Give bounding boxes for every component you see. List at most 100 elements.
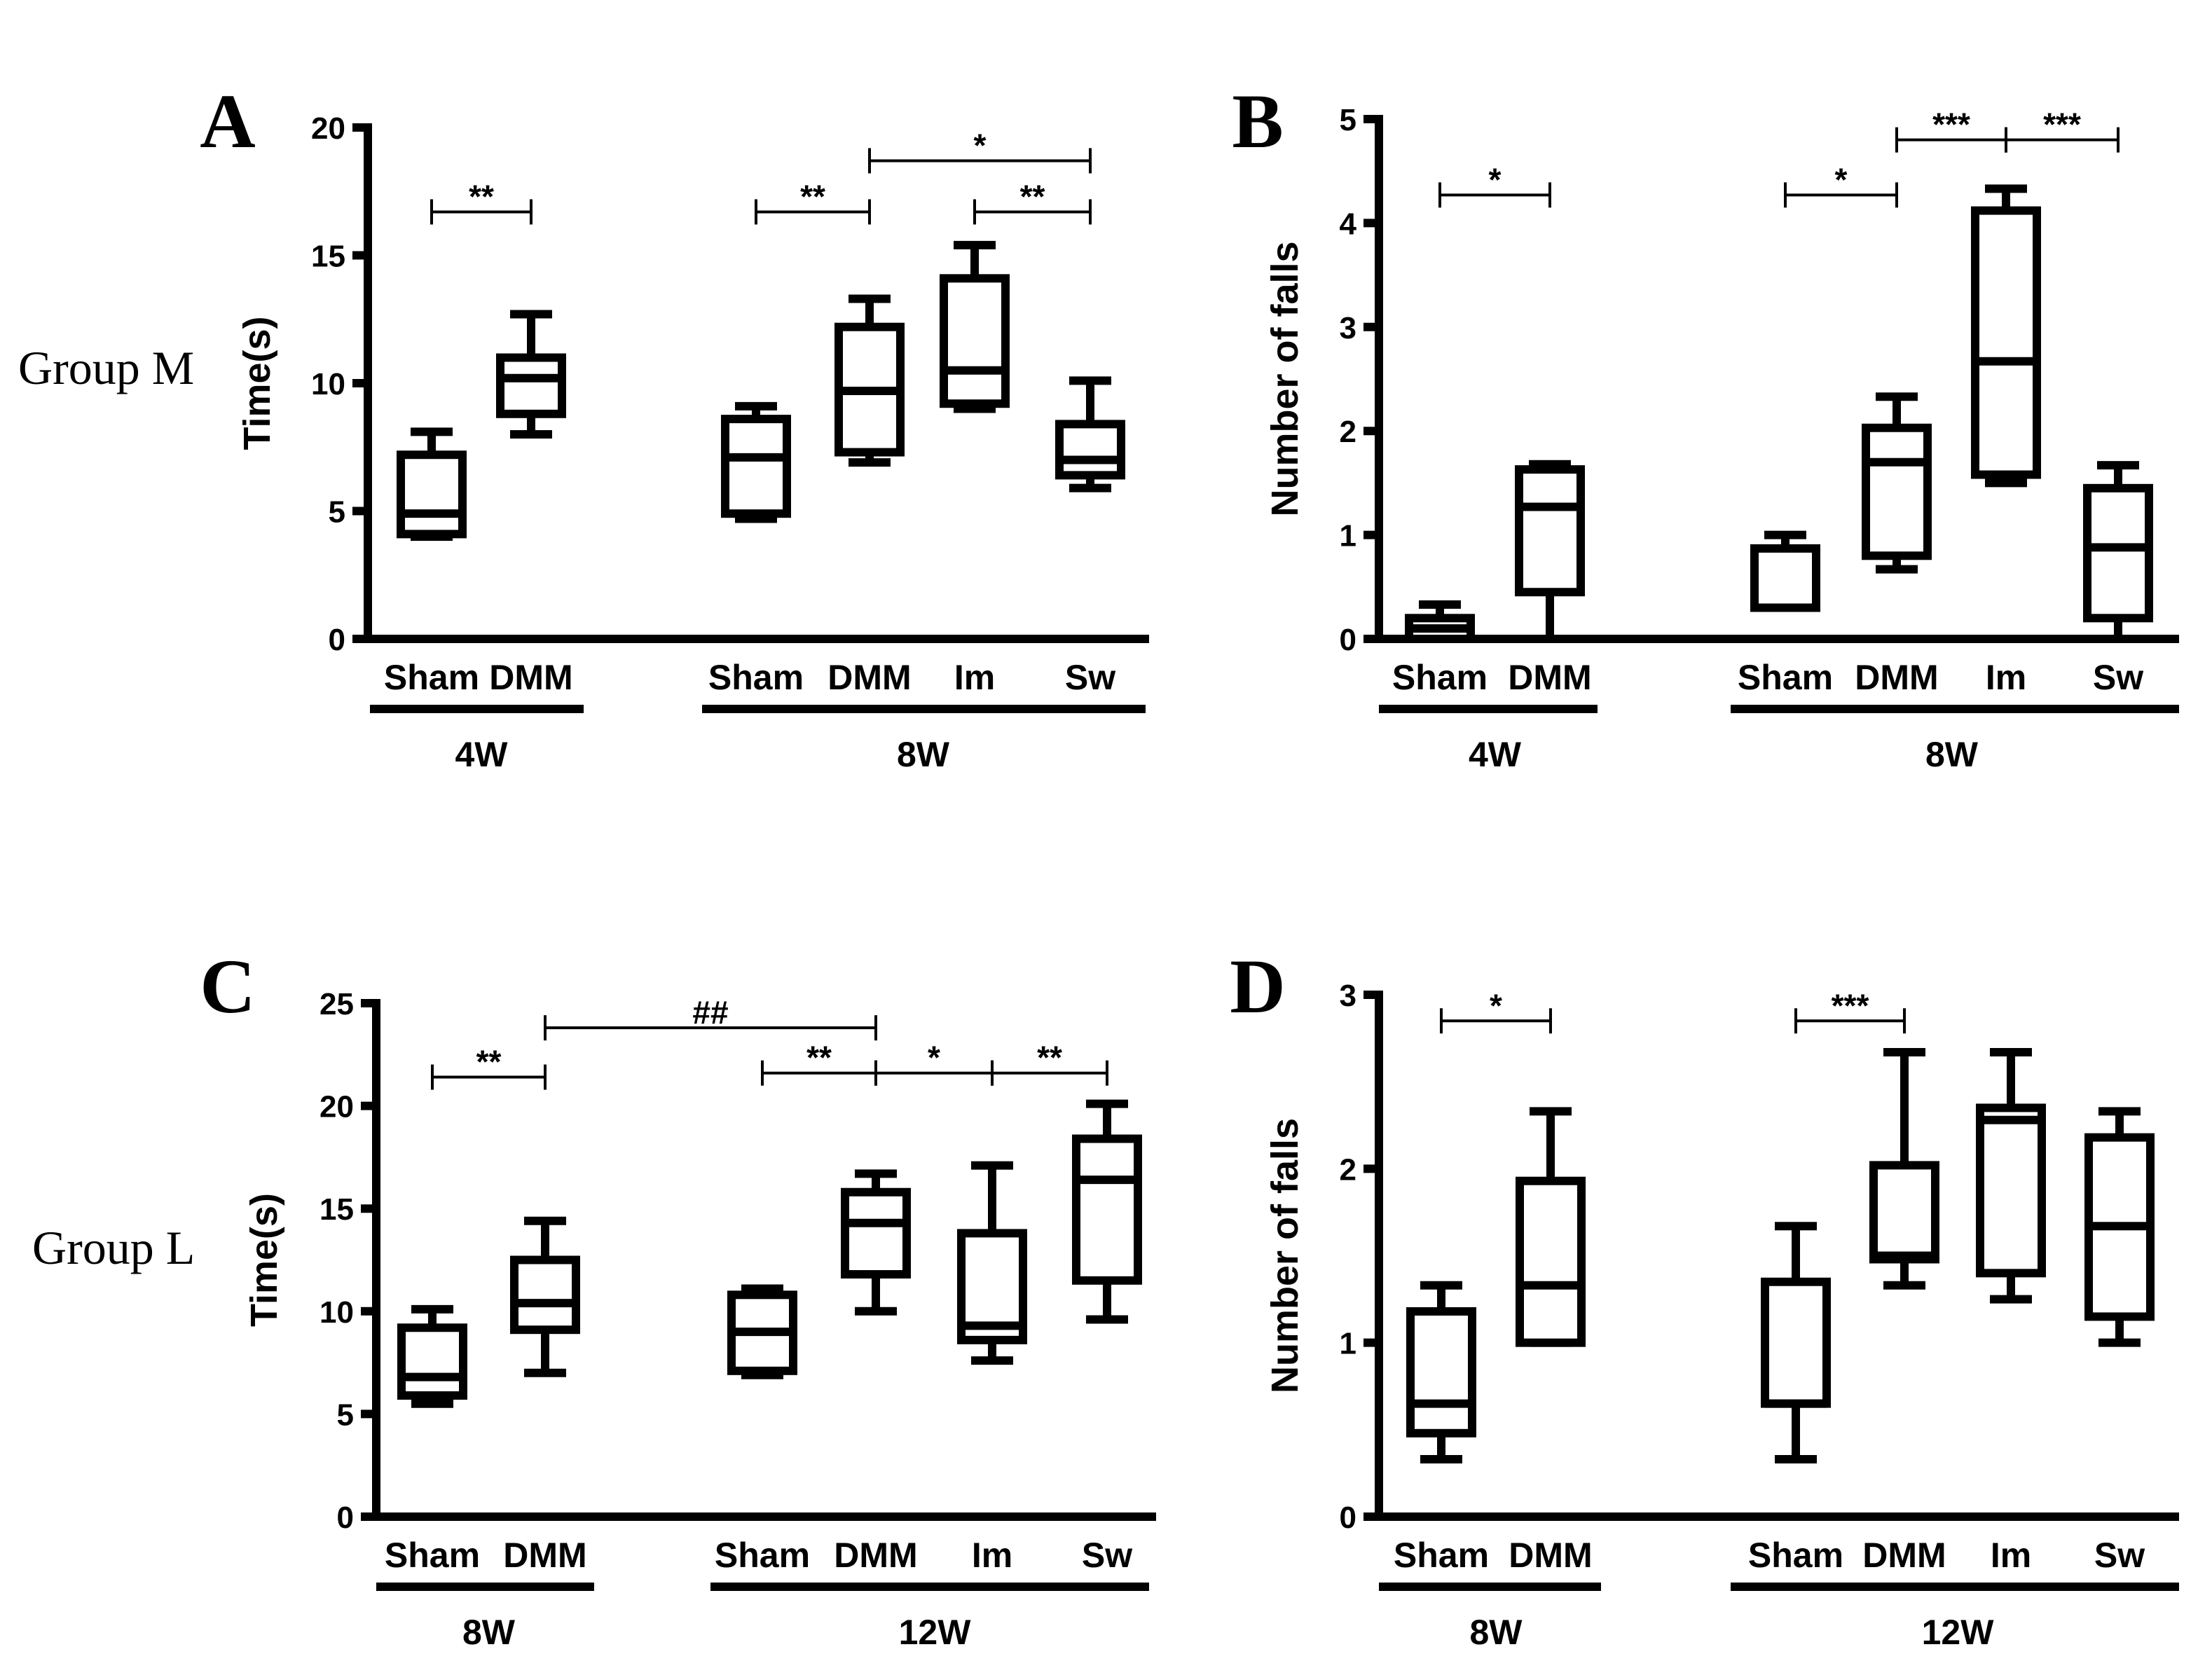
y-tick-label: 25 [320, 987, 354, 1021]
significance-bracket: ** [991, 1040, 1108, 1086]
significance-label: ** [1020, 178, 1045, 214]
group-label: 4W [1469, 735, 1522, 774]
category-label: DMM [827, 658, 911, 697]
significance-bracket: * [1438, 161, 1551, 208]
significance-label: *** [1832, 987, 1869, 1024]
box-iqr [1072, 1134, 1142, 1285]
significance-label: * [928, 1040, 940, 1076]
box-sham-12w [1761, 1222, 1831, 1464]
box-im-8w [940, 240, 1010, 413]
panel-b: B 0 1 2 3 4 5 Number of falls Sham DMM Sham DMM Im Sw… [1232, 78, 2179, 774]
category-label: DMM [503, 1536, 586, 1575]
box-iqr [1761, 1277, 1831, 1408]
category-label: Im [1986, 658, 2026, 697]
box-iqr [1055, 420, 1125, 480]
y-tick-label: 3 [1340, 979, 1356, 1013]
group-label: 8W [1470, 1613, 1523, 1652]
panel-c: C 0 5 10 15 20 25 Time(s) Sham DMM Sham DMM Im Sw 8W 12… [200, 944, 1156, 1652]
box-dmm-8w [510, 1216, 580, 1377]
box-sw-12w [1072, 1099, 1142, 1324]
box-im-12w [1976, 1047, 2046, 1304]
y-tick-label: 1 [1340, 519, 1356, 553]
category-label: Sham [715, 1536, 810, 1575]
significance-label: * [974, 127, 987, 163]
box-sw-8w [2083, 461, 2153, 643]
y-tick-label: 5 [1340, 103, 1356, 137]
category-label: Sham [1394, 1536, 1489, 1575]
panel-letter: A [200, 78, 255, 164]
box-sham-8w [721, 401, 791, 523]
box-dmm-8w [1862, 392, 1932, 574]
box-iqr [1862, 423, 1932, 560]
y-tick-label: 5 [337, 1398, 354, 1432]
panel-d: D 0 1 2 3 Number of falls Sham DMM Sham DMM Im Sw 8W… [1230, 944, 2179, 1652]
category-label: Sham [708, 658, 804, 697]
category-label: Im [1991, 1536, 2031, 1575]
box-sham-8w [1406, 1281, 1476, 1464]
box-iqr [2083, 483, 2153, 623]
significance-bracket: * [874, 1040, 994, 1086]
category-label: Sham [1748, 1536, 1843, 1575]
box-sham-4w [1405, 600, 1475, 644]
y-tick-label: 0 [329, 623, 345, 657]
box-dmm-8w [1516, 1107, 1586, 1347]
box-iqr [496, 353, 566, 418]
category-label: DMM [1508, 658, 1591, 697]
category-label: DMM [1855, 658, 1938, 697]
box-dmm-4w [496, 310, 566, 439]
box-sham-8w [397, 1304, 467, 1408]
group-label: 8W [897, 735, 950, 774]
y-tick-label: 10 [320, 1295, 354, 1330]
box-sw-8w [1055, 376, 1125, 492]
significance-bracket: ** [973, 178, 1092, 225]
box-iqr [1515, 465, 1585, 597]
significance-bracket: ** [430, 178, 533, 225]
y-tick-label: 2 [1340, 1152, 1356, 1187]
category-label: DMM [1862, 1536, 1946, 1575]
category-label: Sham [1738, 658, 1833, 697]
box-dmm-12w [1869, 1047, 1939, 1290]
box-dmm-4w [1515, 460, 1585, 643]
y-tick-label: 5 [329, 495, 345, 530]
group-label: 8W [462, 1613, 516, 1652]
box-im-8w [1971, 184, 2041, 488]
panel-letter: D [1230, 944, 1285, 1029]
y-tick-label: 0 [337, 1501, 354, 1535]
significance-label: *** [1932, 106, 1970, 143]
y-tick-label: 0 [1340, 1501, 1356, 1535]
category-label: Sham [385, 1536, 480, 1575]
significance-label: ** [469, 178, 494, 214]
box-iqr [1516, 1176, 1586, 1347]
significance-bracket: *** [1794, 987, 1906, 1034]
significance-label: * [1835, 161, 1848, 198]
box-iqr [1869, 1161, 1939, 1264]
box-sw-12w [2084, 1107, 2155, 1347]
significance-label: ** [476, 1044, 502, 1080]
category-label: Im [972, 1536, 1012, 1575]
y-axis-label: Time(s) [236, 316, 278, 450]
y-tick-label: 15 [320, 1192, 354, 1227]
significance-bracket: * [1784, 161, 1898, 208]
category-label: Sw [1082, 1536, 1132, 1575]
box-iqr [1406, 1307, 1476, 1438]
significance-bracket: ## [544, 994, 877, 1041]
y-axis-label: Time(s) [243, 1193, 285, 1327]
box-iqr [510, 1255, 580, 1335]
box-iqr [721, 415, 791, 518]
box-dmm-12w [841, 1169, 911, 1316]
significance-label: * [1489, 161, 1502, 198]
group-label: 12W [899, 1613, 972, 1652]
y-tick-label: 4 [1340, 207, 1357, 241]
significance-label: ** [806, 1040, 832, 1076]
significance-bracket: * [868, 127, 1092, 174]
box-iqr [397, 1323, 467, 1400]
box-iqr [1971, 206, 2041, 479]
box-iqr [397, 450, 467, 539]
category-label: Im [954, 658, 995, 697]
significance-label: ** [800, 178, 825, 214]
group-label-l: Group L [32, 1221, 195, 1274]
category-label: Sham [384, 658, 479, 697]
y-tick-label: 20 [320, 1090, 354, 1124]
